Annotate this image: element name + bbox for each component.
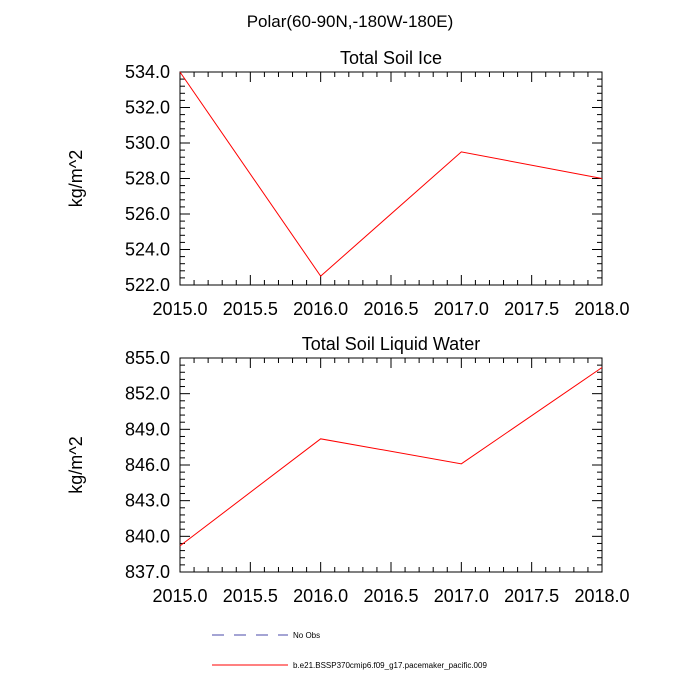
plot-frame [179, 357, 603, 573]
x-tick-label: 2018.0 [574, 299, 629, 319]
x-tick-label: 2015.0 [152, 586, 207, 606]
x-tick-label: 2016.5 [363, 586, 418, 606]
x-tick-label: 2015.0 [152, 299, 207, 319]
legend-label: b.e21.BSSP370cmip6.f09_g17.pacemaker_pac… [293, 661, 487, 670]
y-tick-label: 846.0 [125, 455, 170, 475]
chart-title: Total Soil Liquid Water [302, 334, 480, 354]
x-tick-label: 2015.5 [223, 586, 278, 606]
y-tick-label: 524.0 [125, 240, 170, 260]
y-tick-label: 837.0 [125, 562, 170, 582]
series-line-1 [179, 71, 603, 277]
chart-title: Total Soil Ice [340, 48, 442, 68]
x-tick-label: 2016.0 [293, 586, 348, 606]
x-tick-label: 2017.0 [434, 299, 489, 319]
y-tick-label: 530.0 [125, 133, 170, 153]
y-tick-label: 522.0 [125, 275, 170, 295]
x-tick-label: 2016.5 [363, 299, 418, 319]
x-tick-label: 2017.5 [504, 586, 559, 606]
y-tick-label: 528.0 [125, 169, 170, 189]
y-tick-label: 532.0 [125, 98, 170, 118]
y-tick-label: 534.0 [125, 62, 170, 82]
legend-label: No Obs [293, 631, 320, 640]
x-tick-label: 2017.0 [434, 586, 489, 606]
x-tick-label: 2017.5 [504, 299, 559, 319]
series-line-1 [179, 367, 603, 547]
y-tick-label: 843.0 [125, 491, 170, 511]
chart-panel-1: Total Soil Ice kg/m^2 2015.0 2015.5 2016.0 20… [66, 48, 630, 319]
y-tick-label: 852.0 [125, 384, 170, 404]
y-tick-label: 855.0 [125, 348, 170, 368]
y-axis-label: kg/m^2 [66, 150, 86, 207]
figure-suptitle: Polar(60-90N,-180W-180E) [246, 12, 454, 31]
x-tick-label: 2015.5 [223, 299, 278, 319]
x-tick-label: 2018.0 [574, 586, 629, 606]
chart-panel-2: Total Soil Liquid Water kg/m^2 2015.0 2015.… [66, 334, 630, 606]
y-tick-label: 840.0 [125, 526, 170, 546]
y-tick-label: 526.0 [125, 204, 170, 224]
y-axis-label: kg/m^2 [66, 436, 86, 493]
plot-frame [179, 71, 603, 286]
legend: No Obs b.e21.BSSP370cmip6.f09_g17.pacemak… [212, 631, 487, 670]
x-tick-label: 2016.0 [293, 299, 348, 319]
y-tick-label: 849.0 [125, 419, 170, 439]
